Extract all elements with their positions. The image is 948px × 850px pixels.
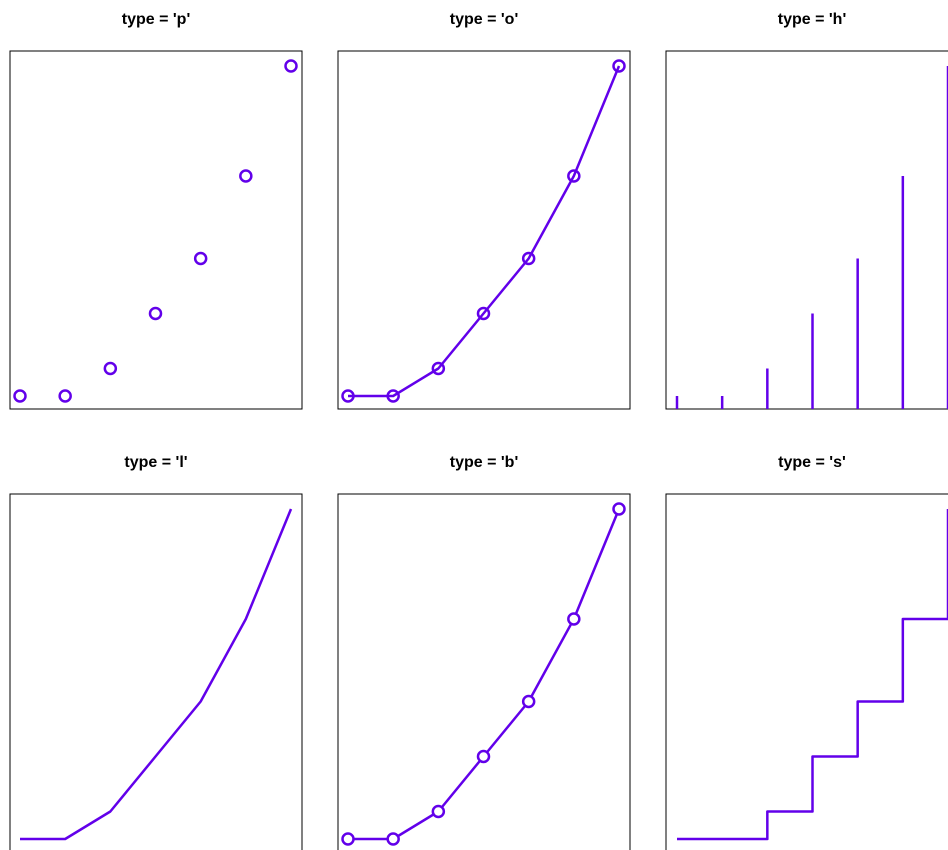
marks-h <box>675 66 948 409</box>
point-1 <box>386 389 400 403</box>
panel-type-h: type = 'h' <box>665 11 948 410</box>
panel-title-l: type = 'l' <box>124 454 187 471</box>
plot-frame-b <box>337 493 631 850</box>
panel-title-b: type = 'b' <box>450 454 519 471</box>
point-5 <box>239 169 253 183</box>
panel-title-p: type = 'p' <box>122 11 191 28</box>
plot-frame-o <box>337 50 631 410</box>
point-6 <box>612 59 626 73</box>
point-6 <box>284 59 298 73</box>
point-1 <box>386 832 400 846</box>
panel-title-s: type = 's' <box>778 454 846 471</box>
plot-frame-s <box>665 493 948 850</box>
series-line-b <box>348 508 621 841</box>
plot-frame-p <box>9 50 303 410</box>
point-4 <box>521 694 536 709</box>
point-5 <box>567 612 581 626</box>
panel-type-l: type = 'l' <box>9 454 303 850</box>
series-line-o <box>348 65 621 398</box>
marks-l <box>20 508 293 841</box>
plot-frame-h <box>665 50 948 410</box>
point-2 <box>103 361 118 376</box>
point-0 <box>341 832 355 846</box>
series-steps-s <box>677 509 948 841</box>
point-6 <box>612 502 626 516</box>
panel-type-s: type = 's' <box>665 454 948 850</box>
panel-type-p: type = 'p' <box>9 11 303 410</box>
point-3 <box>476 306 491 321</box>
point-2 <box>431 804 446 819</box>
plot-frame-l <box>9 493 303 850</box>
point-0 <box>13 389 27 403</box>
point-0 <box>341 389 355 403</box>
series-line-l <box>20 508 293 841</box>
panel-type-b: type = 'b' <box>337 454 631 850</box>
panel-title-o: type = 'o' <box>450 11 519 28</box>
panel-title-h: type = 'h' <box>778 11 847 28</box>
point-3 <box>148 306 163 321</box>
marks-p <box>13 59 298 403</box>
marks-s <box>677 509 948 841</box>
point-4 <box>521 251 536 266</box>
panel-type-o: type = 'o' <box>337 11 631 410</box>
point-3 <box>476 749 491 764</box>
point-2 <box>431 361 446 376</box>
marks-b <box>341 502 626 846</box>
point-5 <box>567 169 581 183</box>
marks-o <box>341 59 626 403</box>
point-1 <box>58 389 72 403</box>
point-4 <box>193 251 208 266</box>
